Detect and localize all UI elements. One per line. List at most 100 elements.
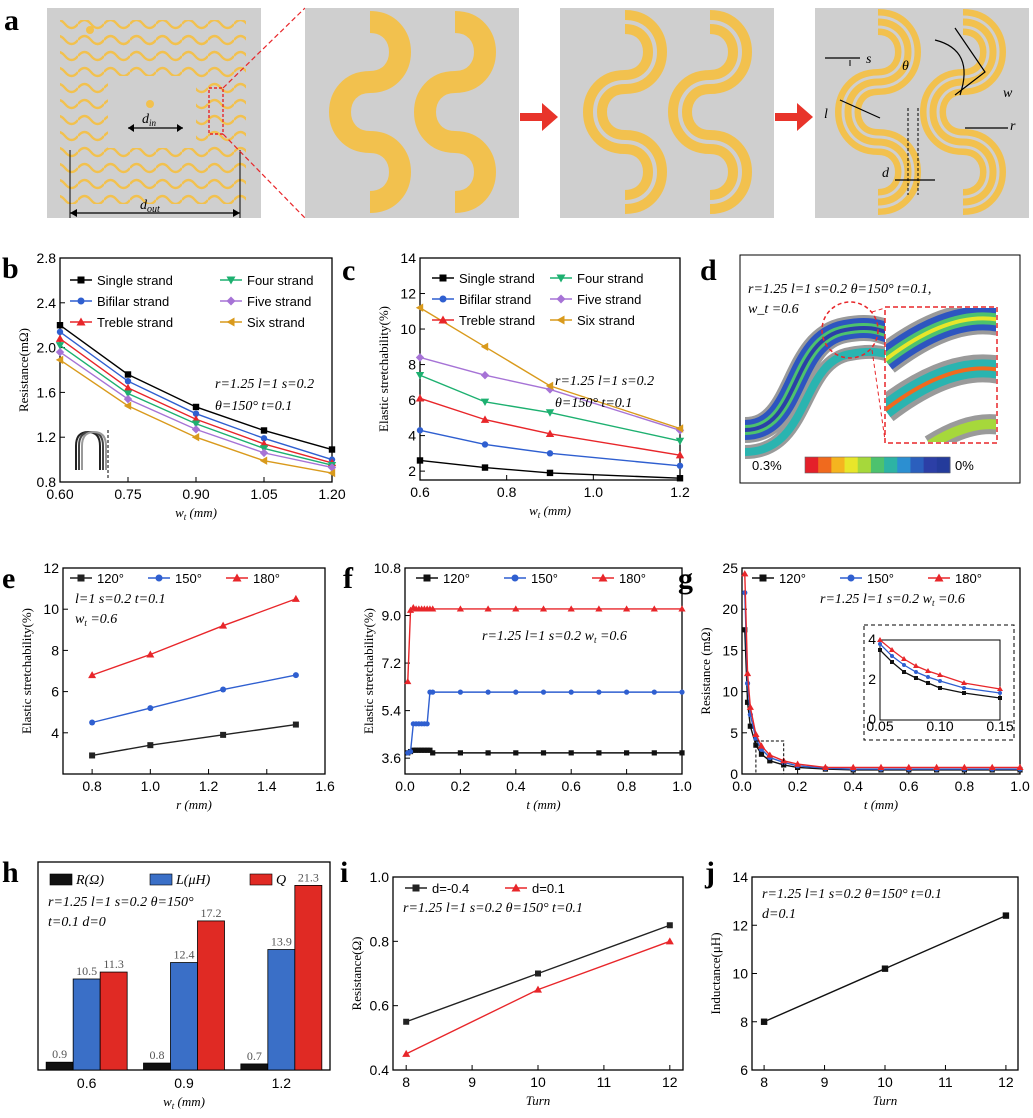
data-point [457, 750, 463, 756]
inset-y-tick-label: 2 [868, 671, 876, 687]
data-point [881, 965, 889, 972]
inset-data-point [902, 670, 906, 674]
zoom-line-bottom [222, 133, 306, 219]
data-point [595, 605, 603, 612]
data-point [821, 763, 829, 771]
data-point [424, 747, 430, 753]
data-point [678, 605, 686, 612]
x-tick-label: 1.2 [272, 1075, 292, 1091]
series-line [91, 723, 296, 757]
data-point [147, 742, 154, 749]
data-point [794, 760, 802, 767]
inset-x-tick-label: 0.05 [866, 718, 893, 734]
bar [170, 962, 198, 1071]
chart-annotation: d=0.1 [762, 907, 796, 922]
data-point [485, 689, 491, 695]
y-tick-label: 0.8 [370, 933, 390, 949]
chart-annotation: r=1.25 l=1 s=0.2 θ=150° [48, 895, 194, 910]
series-line [419, 397, 681, 456]
bar [72, 978, 101, 1071]
data-point [415, 303, 424, 312]
data-point [960, 763, 968, 771]
series-line [744, 592, 1020, 770]
bar-value-label: 21.3 [298, 870, 319, 884]
data-point [1016, 763, 1024, 771]
data-point [877, 763, 885, 771]
data-point [480, 371, 490, 380]
colorbar [804, 456, 951, 474]
data-point [415, 353, 425, 362]
coil-terminal-outer [86, 26, 94, 34]
legend-label: 180° [253, 571, 280, 586]
data-point [567, 605, 575, 612]
inset-strand [81, 430, 107, 470]
inset-data-point [926, 675, 930, 679]
y-tick-label: 20 [722, 601, 738, 617]
inset-data-point [998, 696, 1002, 700]
x-axis-label: t (mm) [526, 797, 560, 812]
data-point [407, 748, 414, 755]
data-point [746, 703, 754, 710]
inset-icon-strands [75, 430, 109, 478]
panel-a: a din dout [4, 4, 1029, 219]
x-axis-label: wt (mm) [529, 503, 571, 520]
inset-data-point [938, 679, 942, 683]
data-point [424, 721, 430, 727]
data-point [220, 686, 227, 693]
legend-marker [511, 883, 521, 892]
data-point [123, 394, 133, 404]
x-tick-label: 1.2 [199, 778, 219, 794]
bar-value-label: 10.5 [76, 964, 97, 978]
label-w: w [1003, 86, 1013, 101]
inset-data-point [926, 681, 930, 685]
series-Bifilar strand [416, 427, 684, 469]
inset-data-point [925, 668, 931, 673]
inset-data-point [877, 637, 883, 642]
series-180° [741, 570, 1024, 771]
legend-marker [77, 297, 85, 305]
legend-marker [226, 317, 235, 327]
legend-marker [226, 276, 236, 285]
legend-marker [232, 573, 242, 582]
panel-letter-i: i [340, 856, 348, 889]
y-tick-label: 5 [730, 725, 738, 741]
data-point [456, 605, 464, 612]
chart-annotation: r=1.25 l=1 s=0.2 [215, 377, 314, 392]
data-point [191, 420, 201, 428]
legend-label: Single strand [97, 273, 173, 288]
data-point [624, 750, 630, 756]
series-line [91, 674, 297, 724]
x-tick-label: 8 [760, 1074, 768, 1090]
series-line [91, 598, 297, 676]
legend-label: d=0.1 [532, 881, 565, 896]
y-tick-label: 0 [730, 766, 738, 782]
data-point [747, 723, 753, 729]
zoom-box [208, 87, 224, 135]
legend-label: Treble strand [459, 313, 535, 328]
data-point [534, 985, 542, 993]
y-tick-label: 10 [732, 966, 748, 982]
zoom-detail-contours [886, 308, 996, 442]
legend-label: 120° [443, 571, 470, 586]
charts-layer: 0.60 0.75 0.90 1.05 1.200.81.21.62.02.42.8wt… [16, 250, 1030, 1111]
series-line [419, 356, 681, 431]
legend-label: d=-0.4 [432, 881, 469, 896]
bar-value-label: 13.9 [271, 935, 292, 949]
legend-label: 150° [867, 571, 894, 586]
inset-data-point [890, 654, 894, 658]
bar [197, 920, 225, 1071]
data-point [124, 378, 132, 385]
chart-annotation: r=1.25 l=1 s=0.2 θ=150° t=0.1 [403, 901, 583, 916]
series-Six strand [55, 355, 336, 478]
din-arrowheads [128, 124, 183, 132]
zoom-bifilar-strand [560, 8, 774, 218]
inset-data-point [938, 686, 942, 690]
legend-label: Six strand [577, 313, 635, 328]
colorbar-max-label: 0.3% [752, 458, 782, 473]
inset-border [863, 624, 1015, 741]
inset-data-point [961, 680, 967, 685]
data-point [56, 328, 64, 336]
legend-swatch [49, 873, 73, 886]
chart-annotation: t=0.1 d=0 [48, 915, 106, 930]
